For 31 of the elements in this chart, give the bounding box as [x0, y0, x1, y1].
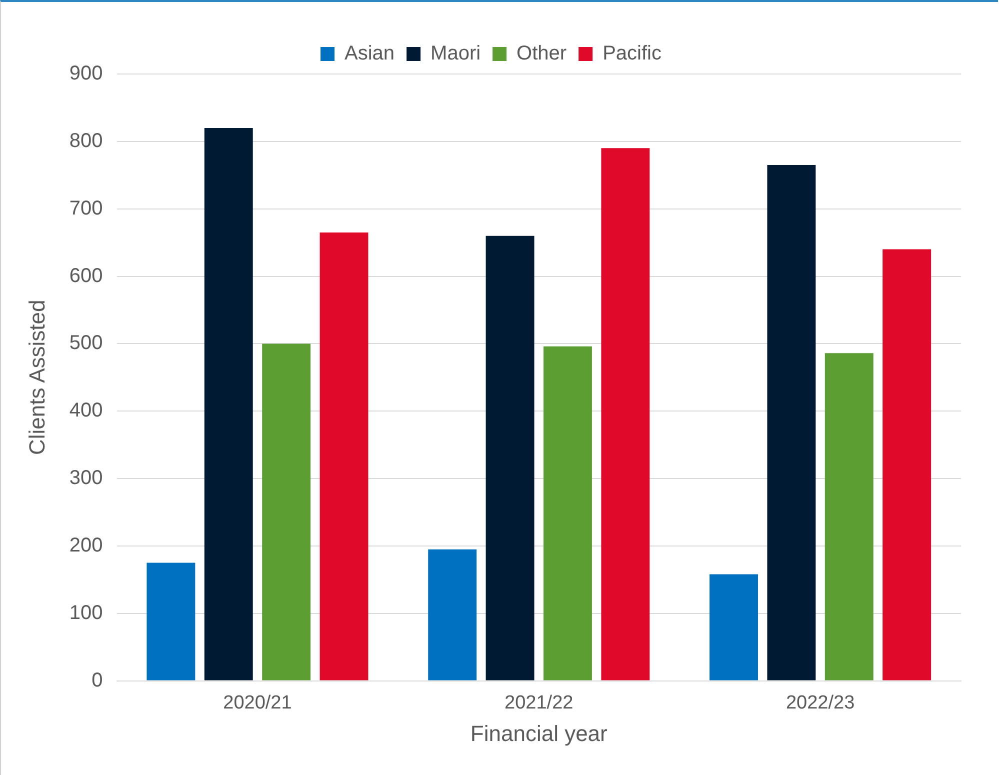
- bar: [824, 353, 874, 680]
- y-tick-label: 200: [69, 534, 103, 556]
- bar: [882, 249, 932, 680]
- x-tick-label: 2022/23: [786, 692, 855, 714]
- legend-label: Asian: [344, 42, 395, 65]
- x-axis-title: Financial year: [470, 720, 608, 746]
- y-tick-label: 100: [69, 602, 103, 624]
- x-tick-label: 2021/22: [504, 692, 574, 714]
- legend-label: Pacific: [602, 42, 662, 65]
- y-tick-label: 600: [69, 264, 103, 287]
- bar: [320, 232, 368, 680]
- bar: [146, 562, 196, 680]
- bar: [767, 165, 816, 680]
- bar: [486, 236, 534, 680]
- bar: [262, 344, 311, 680]
- legend-label: Other: [516, 42, 567, 65]
- y-tick-label: 700: [69, 197, 103, 220]
- y-tick-label: 0: [92, 669, 103, 692]
- y-axis-title: Clients Assisted: [24, 300, 50, 456]
- bar: [204, 128, 253, 680]
- x-tick-label: 2020/21: [223, 692, 292, 714]
- bar: [544, 346, 592, 680]
- bar: [710, 574, 758, 680]
- y-tick-label: 900: [69, 62, 103, 85]
- y-tick-label: 500: [69, 332, 103, 354]
- bar: [601, 148, 650, 680]
- y-tick-label: 800: [69, 130, 103, 152]
- y-tick-label: 300: [69, 467, 103, 490]
- bar: [428, 549, 477, 680]
- legend-label: Maori: [430, 42, 481, 65]
- y-tick-label: 400: [69, 400, 103, 422]
